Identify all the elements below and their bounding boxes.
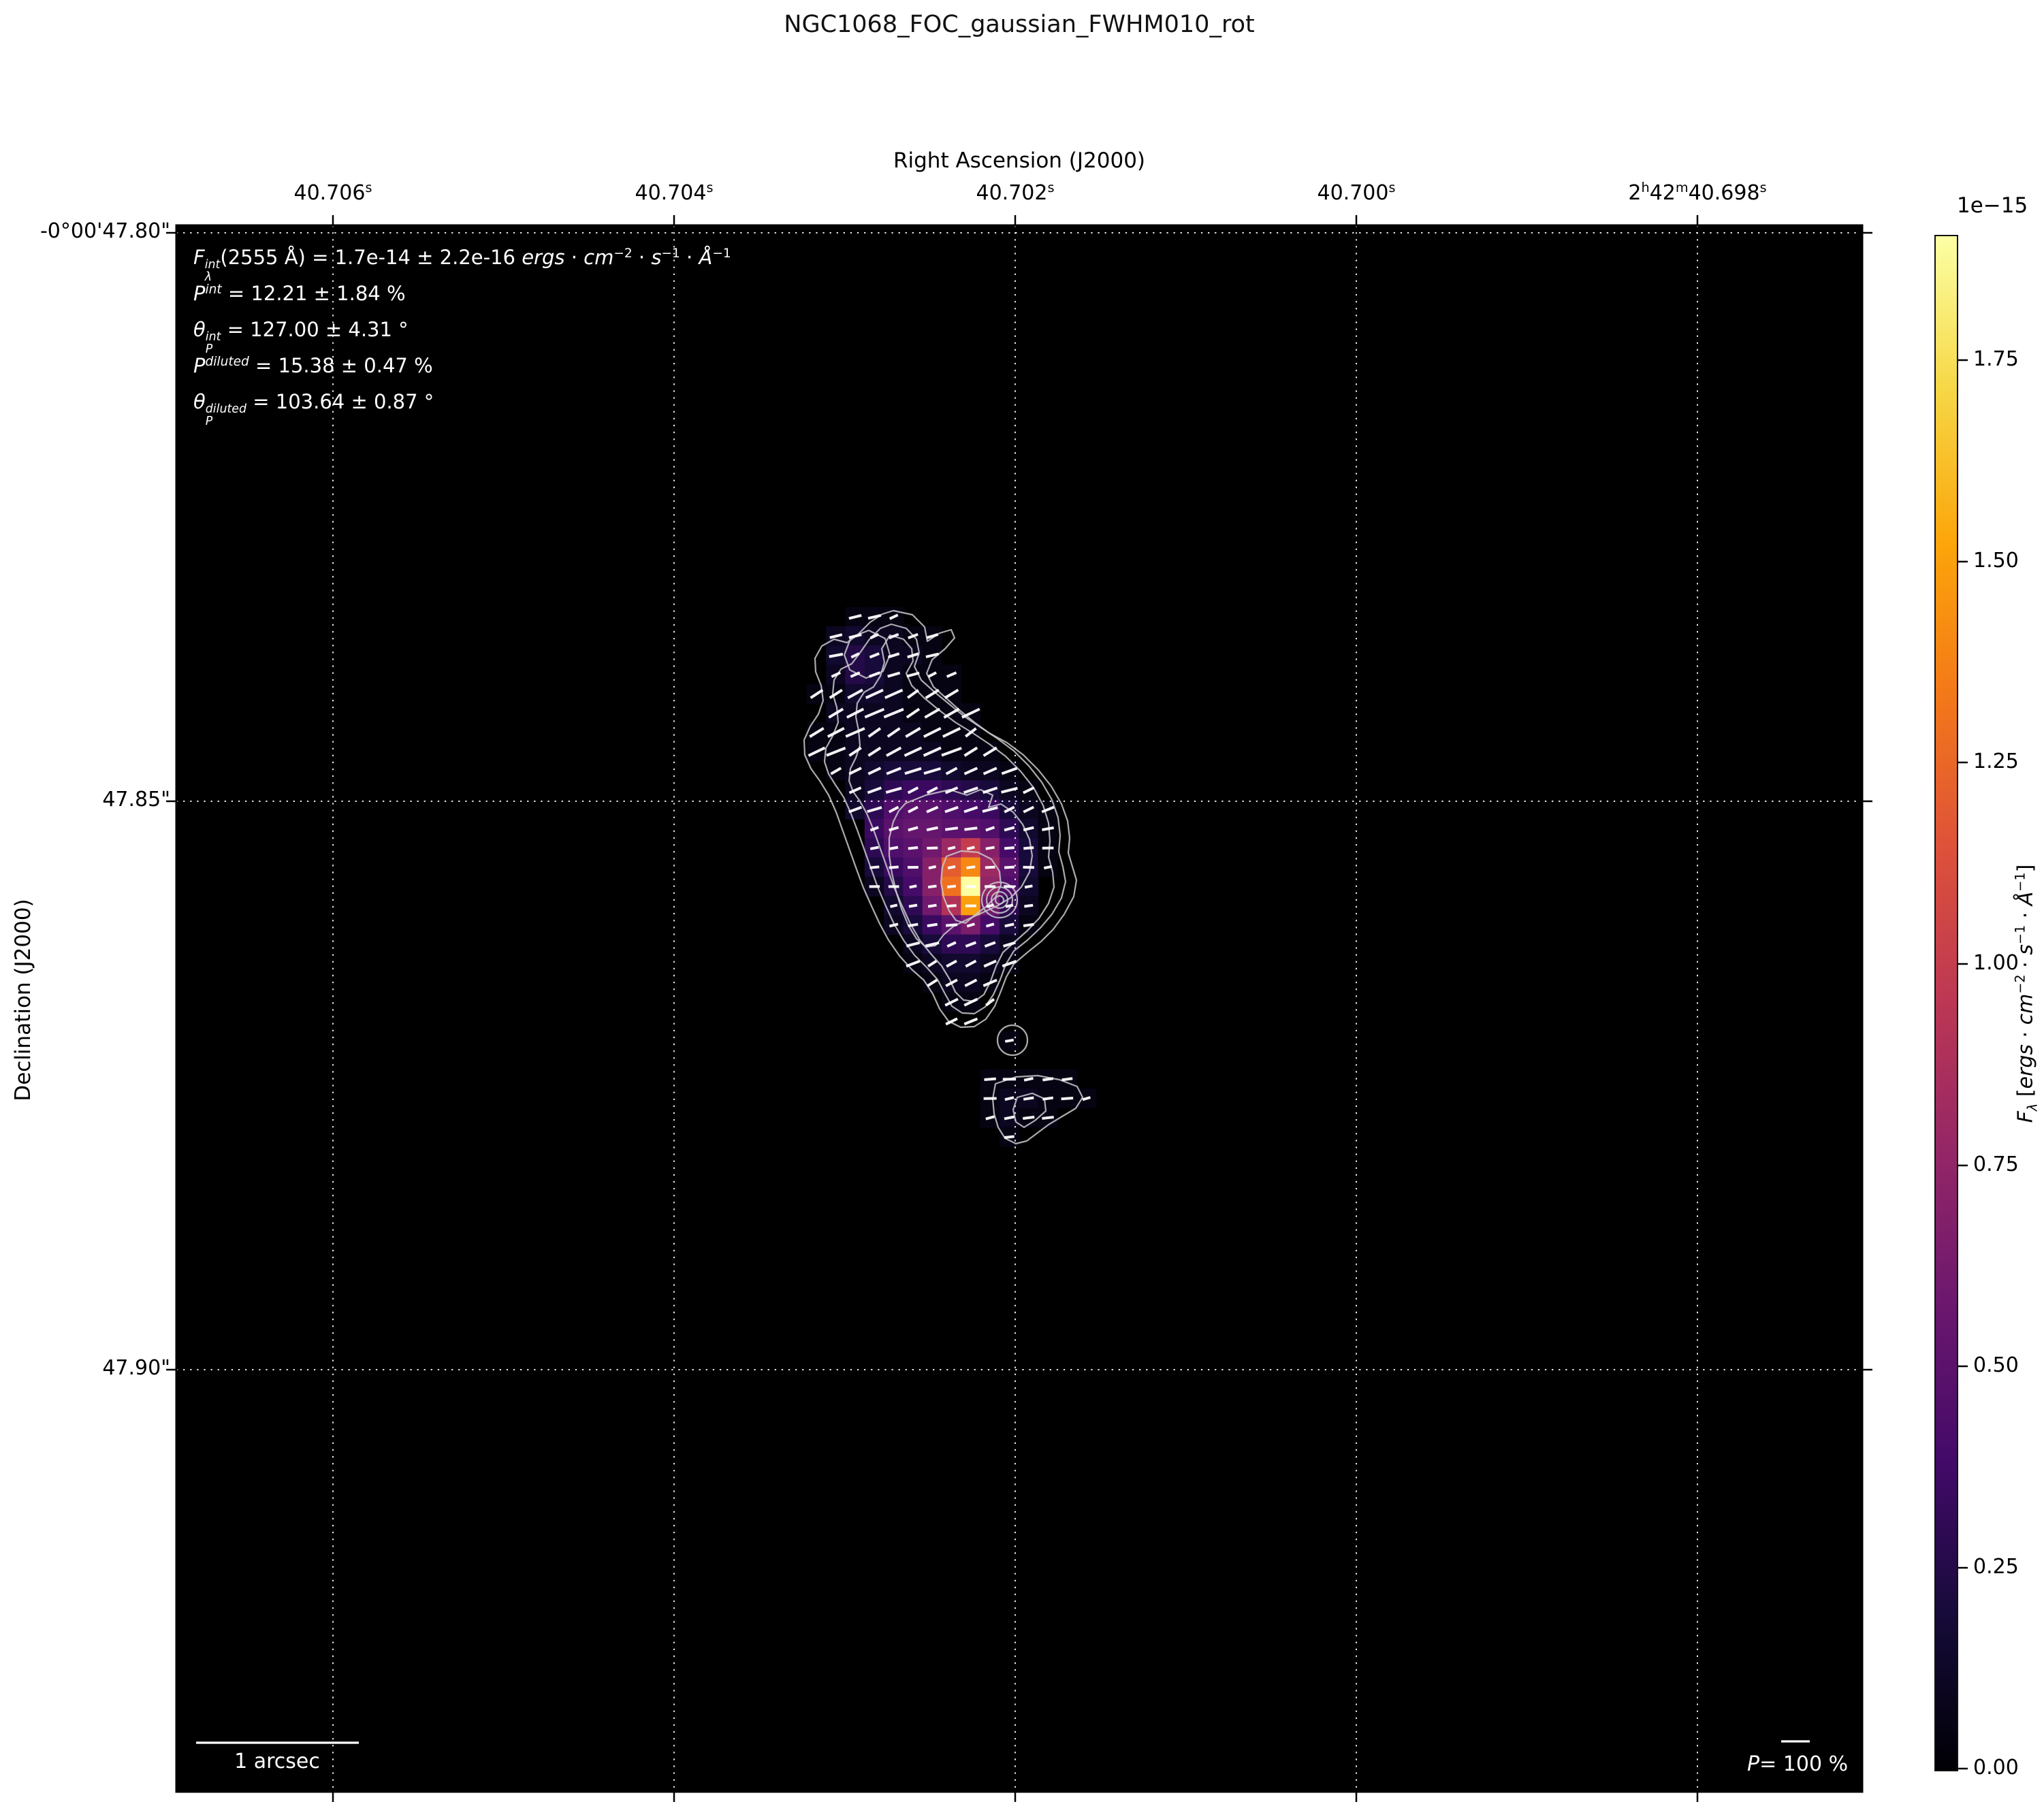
figure-title: NGC1068_FOC_gaussian_FWHM010_rot xyxy=(784,11,1255,38)
colorbar-tick-label: 0.00 xyxy=(1973,1756,2019,1779)
scalebar-label: 1 arcsec xyxy=(234,1750,320,1773)
x-axis-label: Right Ascension (J2000) xyxy=(893,148,1146,173)
x-tick-label: 40.704s xyxy=(635,180,714,205)
polarization-reference-label: P= 100 % xyxy=(1747,1752,1849,1776)
reference-lines xyxy=(196,216,1859,1744)
axis-frame xyxy=(175,224,1864,1793)
colorbar-offset-label: 1e−15 xyxy=(1957,193,2028,218)
annotation-line: θ diluted P = 103.64 ± 0.87 ° xyxy=(193,390,434,429)
annotation-line: θ int P = 127.00 ± 4.31 ° xyxy=(193,318,409,357)
colorbar-tick-label: 0.25 xyxy=(1973,1555,2019,1579)
colorbar-tick-label: 1.00 xyxy=(1973,951,2019,975)
colorbar-tick-label: 0.50 xyxy=(1973,1353,2019,1377)
x-tick-label: 40.700s xyxy=(1317,180,1396,205)
x-tick-label: 40.702s xyxy=(976,180,1055,205)
vector-layer xyxy=(808,613,1091,1139)
colorbar-tick-label: 1.25 xyxy=(1973,750,2019,773)
y-tick-label: 47.90" xyxy=(102,1356,170,1380)
y-tick-label: -0°00'47.80" xyxy=(39,219,170,243)
tick-marks xyxy=(166,215,1968,1802)
x-tick-label: 40.706s xyxy=(293,180,372,205)
colorbar-tick-label: 1.75 xyxy=(1973,347,2019,371)
gridline-layer xyxy=(176,225,1862,1792)
annotation-line: Pdiluted = 15.38 ± 0.47 % xyxy=(193,354,433,377)
colorbar xyxy=(1934,235,1958,1771)
annotation-line: Pint = 12.21 ± 1.84 % xyxy=(193,282,406,305)
plot-area xyxy=(176,225,1862,1792)
colorbar-tick-label: 1.50 xyxy=(1973,549,2019,573)
x-tick-label: 2h42m40.698s xyxy=(1628,180,1767,205)
y-tick-label: 47.85" xyxy=(102,788,170,811)
colorbar-tick-label: 0.75 xyxy=(1973,1153,2019,1176)
